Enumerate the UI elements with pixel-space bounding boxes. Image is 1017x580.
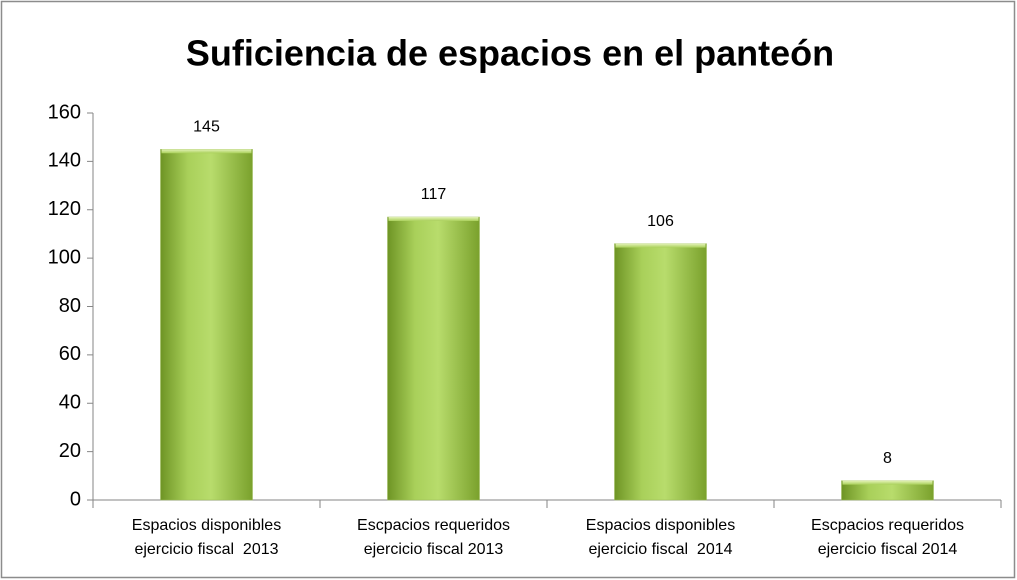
x-tick-label: ejercicio fiscal 2014 <box>588 541 732 558</box>
x-tick-label: ejercicio fiscal 2014 <box>818 541 958 558</box>
y-tick-label: 60 <box>59 343 81 365</box>
x-tick-label: ejercicio fiscal 2013 <box>364 541 504 558</box>
bar <box>841 480 934 501</box>
chart-title: Suficiencia de espacios en el panteón <box>186 33 834 74</box>
x-tick-label: Espacios disponibles <box>132 517 281 534</box>
y-tick-label: 40 <box>59 392 81 414</box>
bar <box>614 243 707 501</box>
data-label: 8 <box>883 450 892 467</box>
y-tick-label: 80 <box>59 295 81 317</box>
x-tick-label: Escpacios requeridos <box>811 517 964 534</box>
y-tick-label: 100 <box>48 246 81 268</box>
x-tick-label: Espacios disponibles <box>586 517 735 534</box>
data-label: 145 <box>193 119 220 136</box>
bar <box>160 149 253 501</box>
y-tick-label: 160 <box>48 101 81 123</box>
data-label: 117 <box>421 186 447 203</box>
y-tick-label: 20 <box>59 440 81 462</box>
y-tick-label: 120 <box>48 198 81 220</box>
y-tick-label: 140 <box>48 150 81 172</box>
x-tick-label: Escpacios requeridos <box>357 517 510 534</box>
x-tick-label: ejercicio fiscal 2013 <box>134 541 278 558</box>
y-tick-label: 0 <box>70 488 81 510</box>
data-label: 106 <box>647 213 674 230</box>
bar <box>387 216 480 501</box>
